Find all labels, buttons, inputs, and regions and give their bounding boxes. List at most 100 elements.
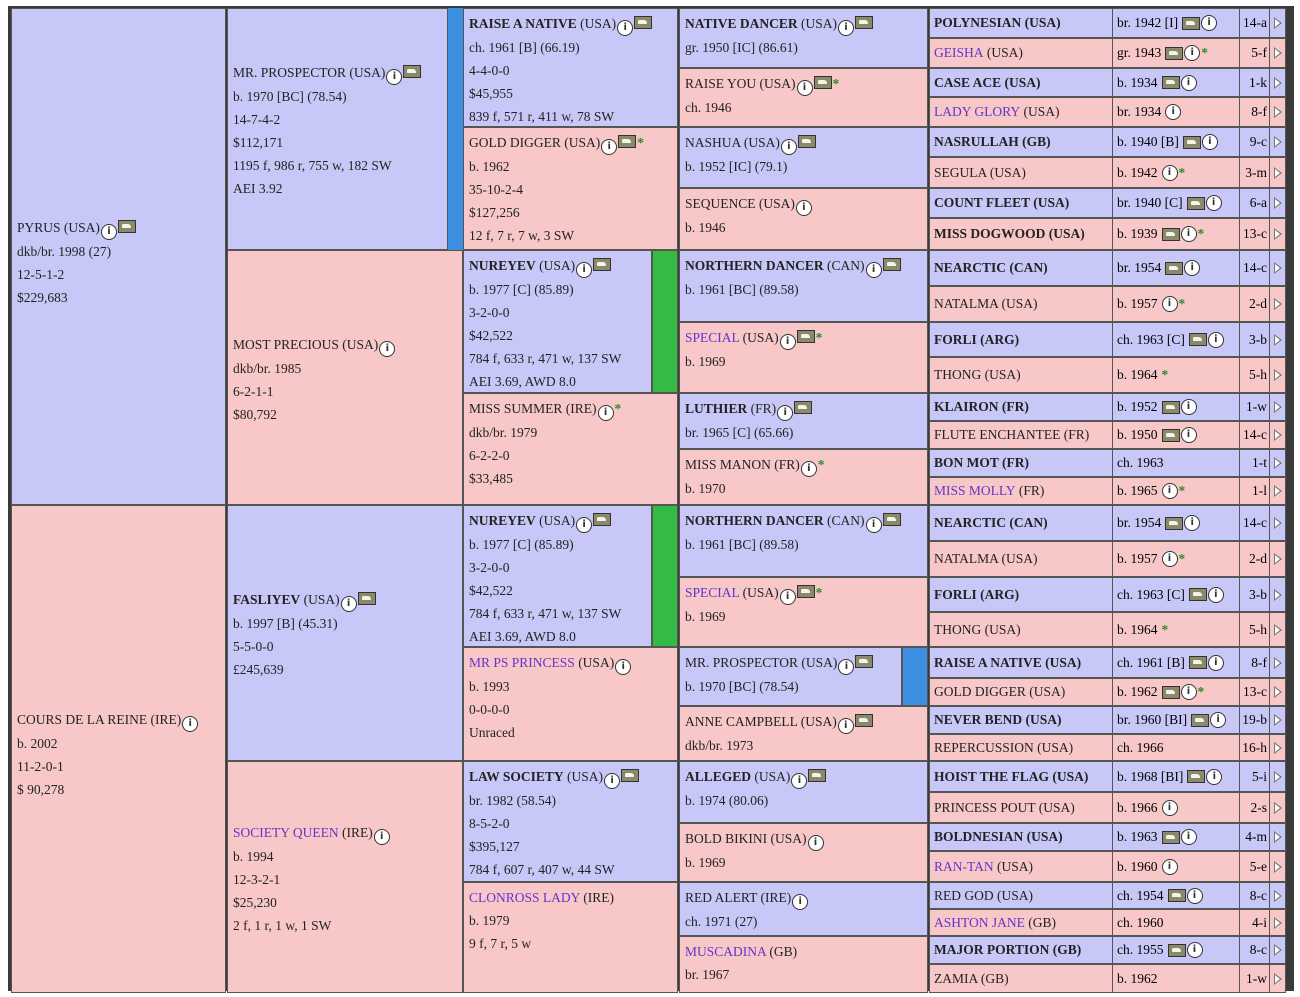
info-icon[interactable]: i — [1180, 684, 1197, 700]
info-icon[interactable]: i — [373, 829, 390, 845]
horse-photo-icon[interactable] — [797, 135, 816, 148]
expand-arrow-cell[interactable] — [1270, 69, 1285, 96]
horse-name[interactable]: NUREYEV — [469, 513, 536, 528]
expand-arrow-icon[interactable] — [1273, 47, 1282, 59]
horse-name[interactable]: BOLD BIKINI — [685, 831, 768, 846]
expand-arrow-icon[interactable] — [1273, 770, 1282, 783]
info-icon[interactable]: i — [838, 659, 855, 675]
horse-name[interactable]: NEVER BEND (USA) — [934, 712, 1062, 727]
horse-photo-icon[interactable] — [808, 769, 827, 782]
info-icon[interactable]: i — [780, 139, 797, 155]
horse-photo-icon[interactable] — [403, 65, 422, 78]
horse-name[interactable]: FASLIYEV — [233, 592, 301, 607]
horse-photo-icon[interactable] — [1161, 428, 1180, 442]
expand-arrow-cell[interactable] — [1270, 937, 1285, 963]
expand-arrow-icon[interactable] — [1273, 485, 1282, 497]
horse-photo-icon[interactable] — [1167, 943, 1186, 957]
expand-arrow-icon[interactable] — [1273, 401, 1282, 413]
horse-photo-icon[interactable] — [593, 513, 612, 526]
expand-arrow-icon[interactable] — [1273, 17, 1282, 29]
horse-photo-icon[interactable] — [882, 513, 901, 526]
horse-name[interactable]: MR. PROSPECTOR — [233, 65, 347, 80]
info-icon[interactable]: i — [837, 718, 854, 734]
expand-arrow-icon[interactable] — [1273, 106, 1282, 118]
info-icon[interactable]: i — [1180, 427, 1197, 443]
info-icon[interactable]: i — [1186, 887, 1203, 904]
expand-arrow-icon[interactable] — [1273, 369, 1282, 381]
expand-arrow-cell[interactable] — [1270, 883, 1285, 908]
horse-name[interactable]: FORLI (ARG) — [934, 586, 1020, 602]
expand-arrow-cell[interactable] — [1270, 128, 1285, 156]
info-icon[interactable]: i — [779, 334, 796, 350]
info-icon[interactable]: i — [777, 405, 794, 421]
horse-photo-icon[interactable] — [855, 655, 874, 668]
horse-name[interactable]: NUREYEV — [469, 258, 536, 273]
info-icon[interactable]: i — [615, 659, 632, 675]
horse-name[interactable]: MISS SUMMER — [469, 401, 563, 416]
horse-photo-icon[interactable] — [1161, 400, 1180, 414]
horse-name[interactable]: NASRULLAH (GB) — [934, 134, 1051, 149]
expand-arrow-cell[interactable] — [1270, 679, 1285, 705]
info-icon[interactable]: i — [604, 773, 621, 789]
expand-arrow-cell[interactable] — [1270, 287, 1285, 321]
info-icon[interactable]: i — [807, 835, 824, 851]
horse-photo-icon[interactable] — [621, 769, 640, 782]
expand-arrow-icon[interactable] — [1273, 166, 1282, 179]
horse-name[interactable]: NATIVE DANCER — [685, 16, 798, 31]
horse-name[interactable]: MR PS PRINCESS — [469, 655, 575, 670]
expand-arrow-cell[interactable] — [1270, 648, 1285, 677]
horse-name[interactable]: MOST PRECIOUS — [233, 337, 339, 352]
expand-arrow-cell[interactable] — [1270, 506, 1285, 540]
info-icon[interactable]: i — [1161, 551, 1178, 567]
horse-photo-icon[interactable] — [1161, 227, 1180, 241]
info-icon[interactable]: i — [617, 20, 634, 36]
info-icon[interactable]: i — [795, 200, 812, 216]
horse-photo-icon[interactable] — [796, 330, 815, 343]
horse-photo-icon[interactable] — [1182, 16, 1201, 30]
info-icon[interactable]: i — [1184, 45, 1201, 61]
expand-arrow-cell[interactable] — [1270, 158, 1285, 187]
expand-arrow-cell[interactable] — [1270, 98, 1285, 126]
horse-name[interactable]: RAISE YOU — [685, 76, 757, 91]
horse-name[interactable]: ASHTON JANE — [934, 914, 1025, 930]
horse-name[interactable]: NORTHERN DANCER — [685, 513, 824, 528]
horse-photo-icon[interactable] — [813, 76, 832, 89]
expand-arrow-cell[interactable] — [1270, 478, 1285, 504]
horse-photo-icon[interactable] — [1191, 713, 1210, 727]
horse-photo-icon[interactable] — [1188, 333, 1207, 346]
horse-photo-icon[interactable] — [882, 258, 901, 271]
info-icon[interactable]: i — [1184, 260, 1201, 276]
horse-photo-icon[interactable] — [618, 135, 637, 148]
expand-arrow-icon[interactable] — [1273, 656, 1282, 669]
expand-arrow-cell[interactable] — [1270, 358, 1285, 392]
info-icon[interactable]: i — [1201, 15, 1218, 31]
horse-name[interactable]: SOCIETY QUEEN — [233, 825, 339, 840]
horse-photo-icon[interactable] — [1165, 516, 1184, 530]
horse-name[interactable]: GEISHA — [934, 45, 984, 60]
horse-photo-icon[interactable] — [855, 16, 874, 29]
expand-arrow-cell[interactable] — [1270, 9, 1285, 37]
horse-name[interactable]: PRINCESS POUT (USA) — [934, 799, 1075, 815]
horse-photo-icon[interactable] — [1165, 46, 1184, 60]
horse-name[interactable]: FORLI (ARG) — [934, 331, 1020, 347]
info-icon[interactable]: i — [1180, 829, 1197, 845]
horse-name[interactable]: SEQUENCE — [685, 196, 756, 211]
info-icon[interactable]: i — [1201, 134, 1218, 150]
expand-arrow-icon[interactable] — [1273, 714, 1282, 726]
expand-arrow-icon[interactable] — [1273, 741, 1282, 754]
info-icon[interactable]: i — [1180, 74, 1197, 91]
horse-name[interactable]: CLONROSS LADY — [469, 890, 580, 905]
info-icon[interactable]: i — [865, 262, 882, 278]
horse-photo-icon[interactable] — [1186, 196, 1205, 210]
info-icon[interactable]: i — [1205, 195, 1222, 211]
horse-name[interactable]: NATALMA (USA) — [934, 551, 1038, 566]
horse-name[interactable]: MUSCADINA — [685, 944, 767, 959]
info-icon[interactable]: i — [1206, 768, 1223, 785]
info-icon[interactable]: i — [1186, 942, 1203, 958]
horse-name[interactable]: THONG (USA) — [934, 621, 1021, 637]
horse-name[interactable]: RAISE A NATIVE (USA) — [934, 654, 1082, 670]
horse-photo-icon[interactable] — [634, 16, 653, 29]
horse-name[interactable]: NEARCTIC (CAN) — [934, 515, 1048, 530]
horse-name[interactable]: MR. PROSPECTOR — [685, 655, 799, 670]
horse-name[interactable]: ZAMIA (GB) — [934, 970, 1009, 986]
